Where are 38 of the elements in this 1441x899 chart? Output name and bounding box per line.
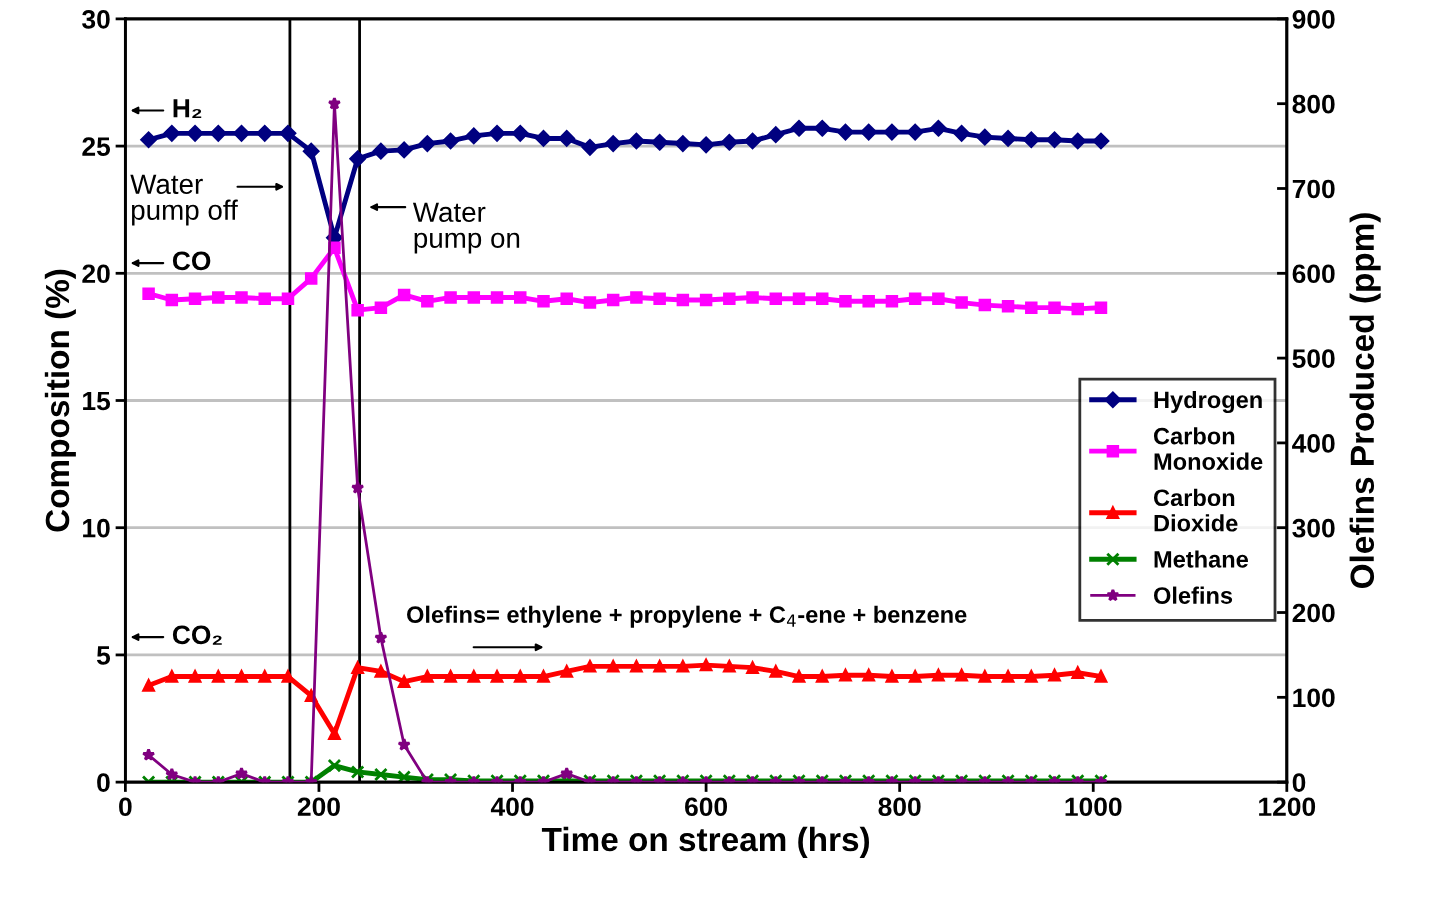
y-tick-label: 10 xyxy=(83,518,110,538)
ref-line-label: Water pump off xyxy=(130,174,238,226)
y-tick-label: 20 xyxy=(82,264,110,284)
legend-label: Carbon Dioxide xyxy=(1153,488,1238,532)
y-tick-label: 5 xyxy=(96,646,111,665)
annotation: CO₂ xyxy=(172,625,222,645)
annotation: Olefins= ethylene + propylene + C$_{4}$-ene + benzene xyxy=(407,605,967,628)
y2-tick-label: 900 xyxy=(1292,10,1335,29)
x-tick-label: 1000 xyxy=(1065,797,1122,817)
annotation: CO xyxy=(172,251,211,271)
x-tick-label: 200 xyxy=(297,797,340,817)
y2-tick-label: 300 xyxy=(1292,518,1335,538)
legend-label: Methane xyxy=(1154,550,1248,568)
y2-tick-label: 600 xyxy=(1292,264,1335,284)
x-axis-title: Time on stream (hrs) xyxy=(541,826,869,858)
y2-tick-label: 700 xyxy=(1292,179,1335,199)
y-axis-title: Composition (%) xyxy=(44,269,76,532)
legend-label: Carbon Monoxide xyxy=(1153,427,1263,470)
y2-tick-label: 100 xyxy=(1293,688,1335,708)
x-tick-label: 400 xyxy=(490,797,534,817)
x-tick-label: 800 xyxy=(878,797,921,817)
y2-tick-label: 400 xyxy=(1292,434,1335,453)
x-tick-label: 1200 xyxy=(1259,797,1316,817)
y-tick-label: 25 xyxy=(82,137,111,156)
y2-tick-label: 800 xyxy=(1292,94,1335,114)
x-tick-label: 600 xyxy=(685,797,728,817)
y-tick-label: 0 xyxy=(97,773,110,792)
y2-tick-label: 500 xyxy=(1292,349,1335,368)
legend-label: Olefins xyxy=(1153,586,1233,604)
annotation: H₂ xyxy=(173,99,202,119)
y-tick-label: 30 xyxy=(82,10,110,29)
y2-axis-title: Olefins Produced (ppm) xyxy=(1349,213,1381,589)
ref-line-label: Water pump on xyxy=(412,202,520,254)
x-tick-label: 0 xyxy=(119,797,132,817)
legend-label: Hydrogen xyxy=(1154,390,1262,413)
y2-tick-label: 200 xyxy=(1292,603,1335,623)
y-tick-label: 15 xyxy=(83,391,111,411)
y2-tick-label: 0 xyxy=(1292,773,1306,792)
